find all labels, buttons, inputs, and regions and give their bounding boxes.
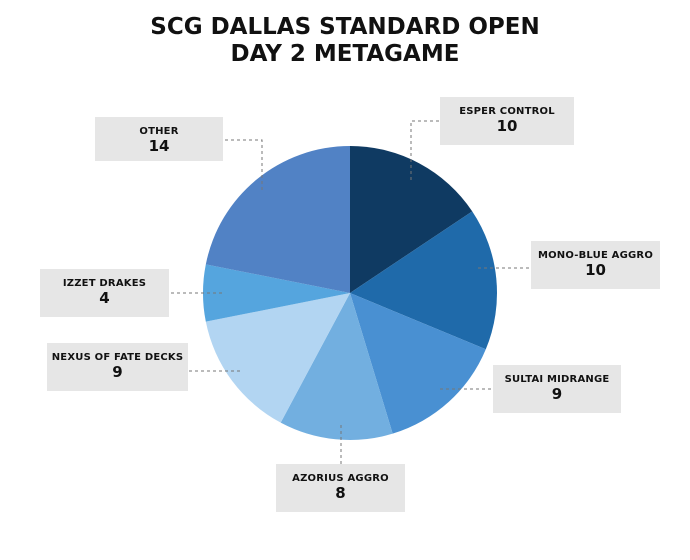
pie-slice-esper-control — [350, 146, 473, 293]
slice-label-value: 8 — [335, 484, 346, 502]
label-nexus-of-fate-decks: NEXUS OF FATE DECKS 9 — [47, 343, 188, 391]
leader-line-esper-control — [410, 120, 440, 180]
label-mono-blue-aggro: MONO-BLUE AGGRO 10 — [531, 241, 660, 289]
pie-slice-sultai-midrange — [350, 293, 486, 434]
pie-slice-nexus-of-fate-decks — [205, 293, 350, 423]
pie-slice-other — [205, 146, 350, 293]
label-sultai-midrange: SULTAI MIDRANGE 9 — [493, 365, 621, 413]
label-other: OTHER 14 — [95, 117, 223, 161]
slice-label-name: NEXUS OF FATE DECKS — [51, 352, 184, 363]
label-izzet-drakes: IZZET DRAKES 4 — [40, 269, 169, 317]
pie-slice-izzet-drakes — [202, 264, 350, 322]
slice-label-value: 14 — [148, 137, 170, 155]
pie-slices — [202, 146, 498, 440]
label-esper-control: ESPER CONTROL 10 — [440, 97, 574, 145]
leader-lines — [169, 120, 531, 464]
chart-title-block: SCG DALLAS STANDARD OPEN DAY 2 METAGAME — [0, 14, 690, 68]
slice-label-value: 9 — [112, 363, 123, 381]
pie-slice-azorius-aggro — [280, 293, 393, 440]
slice-label-name: MONO-BLUE AGGRO — [537, 250, 654, 261]
slice-label-name: OTHER — [139, 126, 179, 137]
pie-slice-mono-blue-aggro — [350, 211, 498, 350]
slice-label-value: 4 — [99, 289, 110, 307]
chart-subtitle: DAY 2 METAGAME — [230, 41, 460, 67]
leader-line-other — [223, 139, 263, 190]
slice-label-name: AZORIUS AGGRO — [292, 473, 389, 484]
label-azorius-aggro: AZORIUS AGGRO 8 — [276, 464, 405, 512]
slice-label-name: IZZET DRAKES — [62, 278, 147, 289]
slice-label-name: ESPER CONTROL — [459, 106, 555, 117]
slice-label-value: 10 — [496, 117, 518, 135]
slice-label-value: 9 — [551, 385, 563, 403]
slice-label-name: SULTAI MIDRANGE — [504, 374, 610, 385]
slice-label-value: 10 — [585, 261, 606, 279]
chart-title: SCG DALLAS STANDARD OPEN — [150, 14, 540, 40]
